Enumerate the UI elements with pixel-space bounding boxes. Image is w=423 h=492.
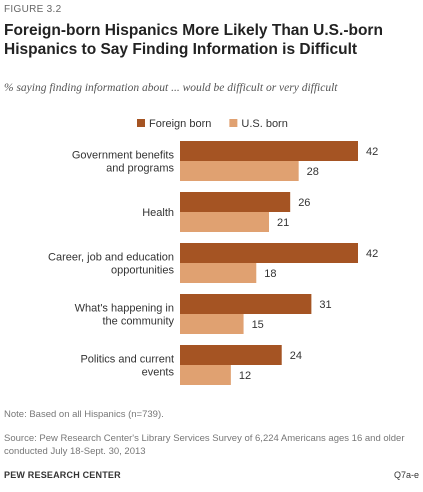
bar (180, 294, 312, 314)
bar-chart: Foreign born U.S. born 42 28 Government bene… (48, 118, 378, 385)
value-label: 28 (307, 166, 319, 178)
bar (180, 263, 257, 283)
bar (180, 141, 358, 161)
category-label: and programs (106, 163, 174, 175)
value-label: 42 (366, 146, 378, 158)
category-label: What's happening in (75, 303, 174, 315)
value-label: 21 (277, 217, 289, 229)
chart-source: Source: Pew Research Center's Library Se… (4, 433, 405, 457)
chart-title: Foreign-born Hispanics More Likely Than … (4, 22, 383, 58)
category-label: Health (142, 207, 174, 219)
value-label: 26 (298, 197, 310, 209)
category-label: opportunities (111, 265, 174, 277)
figure-label: FIGURE 3.2 (4, 4, 62, 15)
bar (180, 212, 269, 232)
bar (180, 243, 358, 263)
value-label: 15 (252, 319, 264, 331)
category-label: Government benefits (72, 150, 175, 162)
legend-swatch-1 (137, 119, 145, 127)
question-reference: Q7a-e (393, 470, 419, 480)
value-label: 18 (264, 268, 276, 280)
bar (180, 161, 299, 181)
value-label: 31 (319, 299, 331, 311)
category-label: Politics and current (80, 354, 174, 366)
chart-subtitle: % saying finding information about ... w… (4, 82, 338, 94)
category-label: Career, job and education (48, 252, 174, 264)
bar (180, 345, 282, 365)
legend-swatch-2 (229, 119, 238, 127)
organization-name: PEW RESEARCH CENTER (4, 470, 121, 480)
bar (180, 365, 231, 385)
category-label: events (142, 367, 175, 379)
bar (180, 314, 244, 334)
value-label: 24 (290, 350, 302, 362)
category-label: the community (102, 316, 174, 328)
legend-label-2: U.S. born (241, 118, 287, 130)
value-label: 42 (366, 248, 378, 260)
legend-label-1: Foreign born (149, 118, 211, 130)
chart-note: Note: Based on all Hispanics (n=739). (4, 409, 164, 420)
value-label: 12 (239, 370, 251, 382)
bar (180, 192, 291, 212)
